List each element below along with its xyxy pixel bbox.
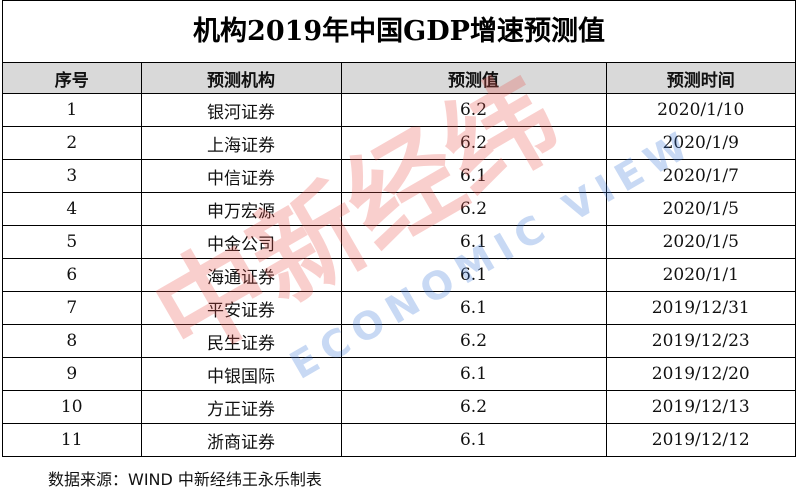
table-row: 4 申万宏源 6.2 2020/1/5 bbox=[3, 192, 795, 226]
table-cell: 浙商证券 bbox=[140, 423, 342, 456]
table-cell: 2020/1/7 bbox=[605, 159, 795, 193]
table-cell: 2020/1/5 bbox=[605, 192, 795, 226]
table-cell: 6.2 bbox=[340, 192, 607, 226]
table-cell: 6.1 bbox=[340, 291, 607, 325]
table-frame: 机构2019年中国GDP增速预测值 序号 预测机构 预测值 预测时间 1 银河证券 6.2… bbox=[2, 0, 796, 457]
table-cell: 民生证券 bbox=[140, 324, 342, 358]
table-cell: 海通证券 bbox=[140, 258, 342, 292]
source-note: 数据来源：WIND 中新经纬王永乐制表 bbox=[48, 470, 322, 489]
column-header: 预测值 bbox=[340, 62, 607, 94]
table-row: 8 民生证券 6.2 2019/12/23 bbox=[3, 324, 795, 358]
table-cell: 2019/12/12 bbox=[605, 423, 795, 456]
table-row: 6 海通证券 6.1 2020/1/1 bbox=[3, 258, 795, 292]
table-cell: 10 bbox=[3, 390, 142, 424]
table-cell: 2020/1/5 bbox=[605, 225, 795, 259]
table-cell: 8 bbox=[3, 324, 142, 358]
table-cell: 方正证券 bbox=[140, 390, 342, 424]
table-cell: 7 bbox=[3, 291, 142, 325]
table-row: 1 银河证券 6.2 2020/1/10 bbox=[3, 93, 795, 127]
column-header: 预测机构 bbox=[140, 62, 342, 94]
table-cell: 2020/1/10 bbox=[605, 93, 795, 127]
table-cell: 中信证券 bbox=[140, 159, 342, 193]
table-cell: 6.2 bbox=[340, 93, 607, 127]
table-cell: 6.1 bbox=[340, 159, 607, 193]
table-row: 10 方正证券 6.2 2019/12/13 bbox=[3, 390, 795, 424]
table-cell: 1 bbox=[3, 93, 142, 127]
table-cell: 4 bbox=[3, 192, 142, 226]
table-cell: 2 bbox=[3, 126, 142, 160]
table-cell: 2020/1/9 bbox=[605, 126, 795, 160]
table-cell: 3 bbox=[3, 159, 142, 193]
table-cell: 平安证券 bbox=[140, 291, 342, 325]
table-cell: 6.1 bbox=[340, 357, 607, 391]
table-row: 7 平安证券 6.1 2019/12/31 bbox=[3, 291, 795, 325]
table-cell: 6.1 bbox=[340, 225, 607, 259]
table-cell: 6.2 bbox=[340, 324, 607, 358]
table-cell: 9 bbox=[3, 357, 142, 391]
forecast-table: 序号 预测机构 预测值 预测时间 1 银河证券 6.2 2020/1/10 2 上海证券 6.2 2… bbox=[3, 62, 795, 456]
table-row: 3 中信证券 6.1 2020/1/7 bbox=[3, 159, 795, 193]
table-cell: 6 bbox=[3, 258, 142, 292]
table-cell: 2019/12/31 bbox=[605, 291, 795, 325]
table-cell: 中金公司 bbox=[140, 225, 342, 259]
table-cell: 5 bbox=[3, 225, 142, 259]
table-cell: 申万宏源 bbox=[140, 192, 342, 226]
table-cell: 2019/12/20 bbox=[605, 357, 795, 391]
table-cell: 上海证券 bbox=[140, 126, 342, 160]
table-row: 2 上海证券 6.2 2020/1/9 bbox=[3, 126, 795, 160]
table-cell: 11 bbox=[3, 423, 142, 456]
table-row: 5 中金公司 6.1 2020/1/5 bbox=[3, 225, 795, 259]
table-cell: 6.2 bbox=[340, 126, 607, 160]
table-cell: 银河证券 bbox=[140, 93, 342, 127]
column-header: 序号 bbox=[3, 62, 142, 94]
title: 机构2019年中国GDP增速预测值 bbox=[3, 1, 795, 63]
table-cell: 6.1 bbox=[340, 258, 607, 292]
table-cell: 中银国际 bbox=[140, 357, 342, 391]
table-cell: 6.1 bbox=[340, 423, 607, 456]
table-row: 11 浙商证券 6.1 2019/12/12 bbox=[3, 423, 795, 456]
table-body: 1 银河证券 6.2 2020/1/10 2 上海证券 6.2 2020/1/9 3 中信证券 6.… bbox=[3, 93, 795, 456]
table-cell: 2019/12/23 bbox=[605, 324, 795, 358]
table-cell: 2019/12/13 bbox=[605, 390, 795, 424]
column-header: 预测时间 bbox=[605, 62, 795, 94]
table-cell: 2020/1/1 bbox=[605, 258, 795, 292]
table-row: 9 中银国际 6.1 2019/12/20 bbox=[3, 357, 795, 391]
header-row: 序号 预测机构 预测值 预测时间 bbox=[3, 62, 795, 94]
table-cell: 6.2 bbox=[340, 390, 607, 424]
